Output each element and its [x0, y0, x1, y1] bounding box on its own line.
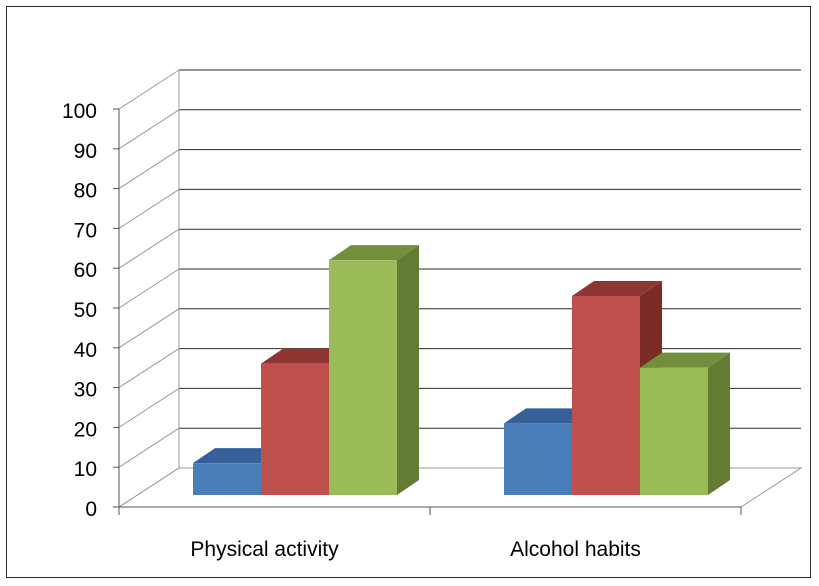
bar-front: [261, 363, 329, 495]
bar-top: [572, 281, 662, 296]
y-tick-label: 30: [74, 379, 97, 402]
side-gridline: [118, 427, 180, 468]
y-tick-label: 50: [74, 299, 97, 322]
bar-front: [329, 260, 397, 495]
side-gridline: [118, 308, 180, 349]
bar-side: [708, 352, 730, 495]
tick-labels: 0 10 20 30 40 50 60 70 80 90 100 Physical activity A…: [62, 100, 641, 561]
bar-side: [397, 245, 419, 495]
y-tick-label: 80: [74, 180, 97, 203]
y-tick-label: 10: [74, 458, 97, 481]
side-gridline: [118, 149, 180, 190]
y-tick-label: 0: [85, 498, 97, 521]
bar-front: [504, 423, 572, 495]
bar-chart: 0 10 20 30 40 50 60 70 80 90 100 Physical activity A…: [62, 69, 803, 561]
bar: [329, 245, 419, 495]
side-gridline: [118, 348, 180, 389]
bar-front: [193, 463, 261, 495]
side-gridline: [118, 387, 180, 428]
side-gridline: [118, 109, 180, 150]
side-gridline: [118, 268, 180, 309]
bar-top: [640, 352, 730, 368]
bar-top: [329, 245, 419, 261]
bar-front: [572, 296, 640, 495]
y-tick-label: 70: [74, 219, 97, 242]
bar-top: [261, 348, 351, 364]
bar: [640, 352, 730, 495]
bar-top: [504, 408, 594, 424]
bar-front: [640, 367, 708, 495]
y-tick-label: 60: [74, 259, 97, 282]
side-gridline: [118, 69, 180, 110]
bar-top: [193, 448, 283, 464]
y-tick-label: 100: [62, 100, 97, 123]
y-tick-label: 20: [74, 418, 97, 441]
side-gridline: [118, 188, 180, 229]
axes: [113, 108, 742, 515]
x-tick-label: Alcohol habits: [510, 538, 641, 561]
chart-frame: 0 10 20 30 40 50 60 70 80 90 100 Physical activity A…: [6, 6, 811, 578]
x-tick-label: Physical activity: [190, 538, 339, 561]
bars: [193, 245, 730, 495]
y-tick-label: 90: [74, 140, 97, 163]
y-tick-label: 40: [74, 339, 97, 362]
side-gridline: [118, 228, 180, 269]
